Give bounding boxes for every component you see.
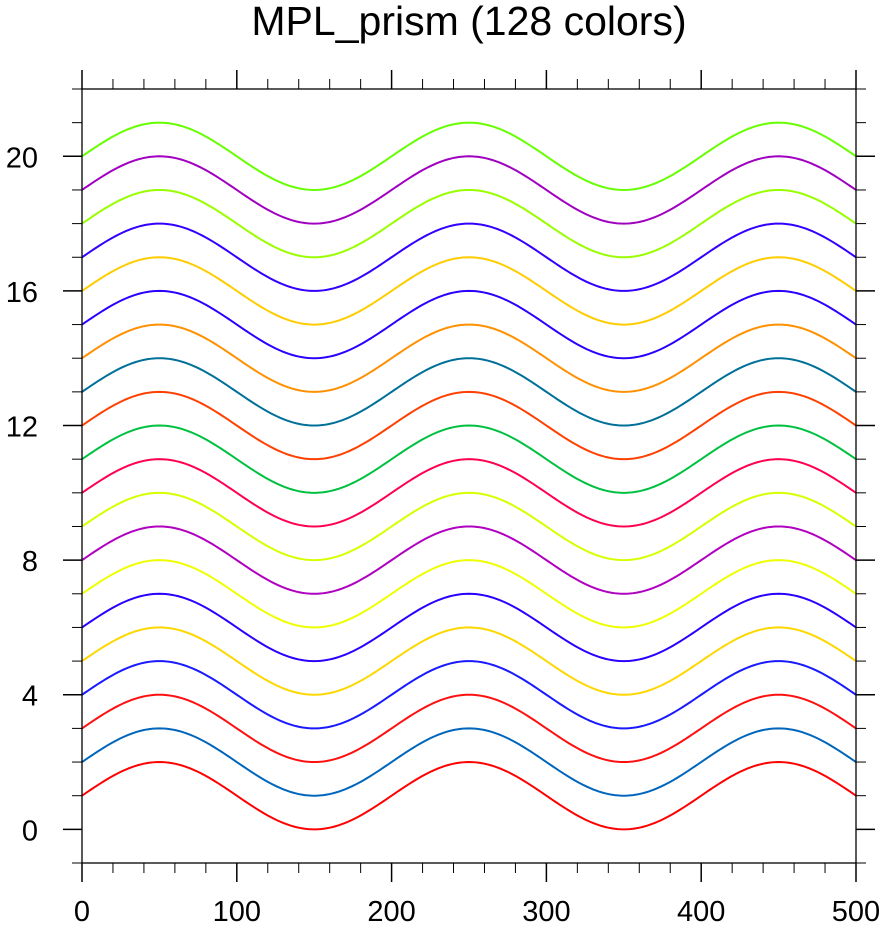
series-line-curve-12 <box>81 390 857 461</box>
series-line-curve-1 <box>81 761 857 831</box>
series-line-curve-4 <box>81 660 857 730</box>
y-tick-label: 12 <box>6 412 38 444</box>
x-tick-label: 200 <box>367 896 415 928</box>
series-line-curve-11 <box>81 424 857 494</box>
y-tick-label: 4 <box>22 681 38 713</box>
x-tick-label: 100 <box>213 896 261 928</box>
series-line-curve-13 <box>81 357 857 427</box>
series-line-curve-18 <box>81 188 857 259</box>
series-line-curve-3 <box>81 693 857 764</box>
series-line-curve-16 <box>81 256 857 326</box>
chart-title: MPL_prism (128 colors) <box>251 0 687 44</box>
y-tick-label: 20 <box>6 142 38 174</box>
series-line-curve-17 <box>81 222 857 292</box>
series-line-curve-20 <box>81 121 857 191</box>
series-line-curve-10 <box>81 458 857 528</box>
x-tick-label: 300 <box>522 896 570 928</box>
series-line-curve-6 <box>81 592 857 663</box>
series-line-curve-15 <box>81 289 857 360</box>
series-line-curve-7 <box>81 559 857 629</box>
y-tick-label: 16 <box>6 277 38 309</box>
series-line-curve-14 <box>81 323 857 393</box>
y-tick-label: 0 <box>22 815 38 847</box>
x-tick-label: 400 <box>677 896 725 928</box>
plot-frame <box>81 88 857 864</box>
series-line-curve-5 <box>81 626 857 696</box>
series-line-curve-2 <box>81 727 857 797</box>
series-line-curve-9 <box>81 491 857 562</box>
series-line-curve-8 <box>81 525 857 595</box>
x-tick-label: 500 <box>832 896 880 928</box>
y-tick-label: 8 <box>22 546 38 578</box>
x-tick-label: 0 <box>74 896 90 928</box>
series-line-curve-19 <box>81 155 857 225</box>
